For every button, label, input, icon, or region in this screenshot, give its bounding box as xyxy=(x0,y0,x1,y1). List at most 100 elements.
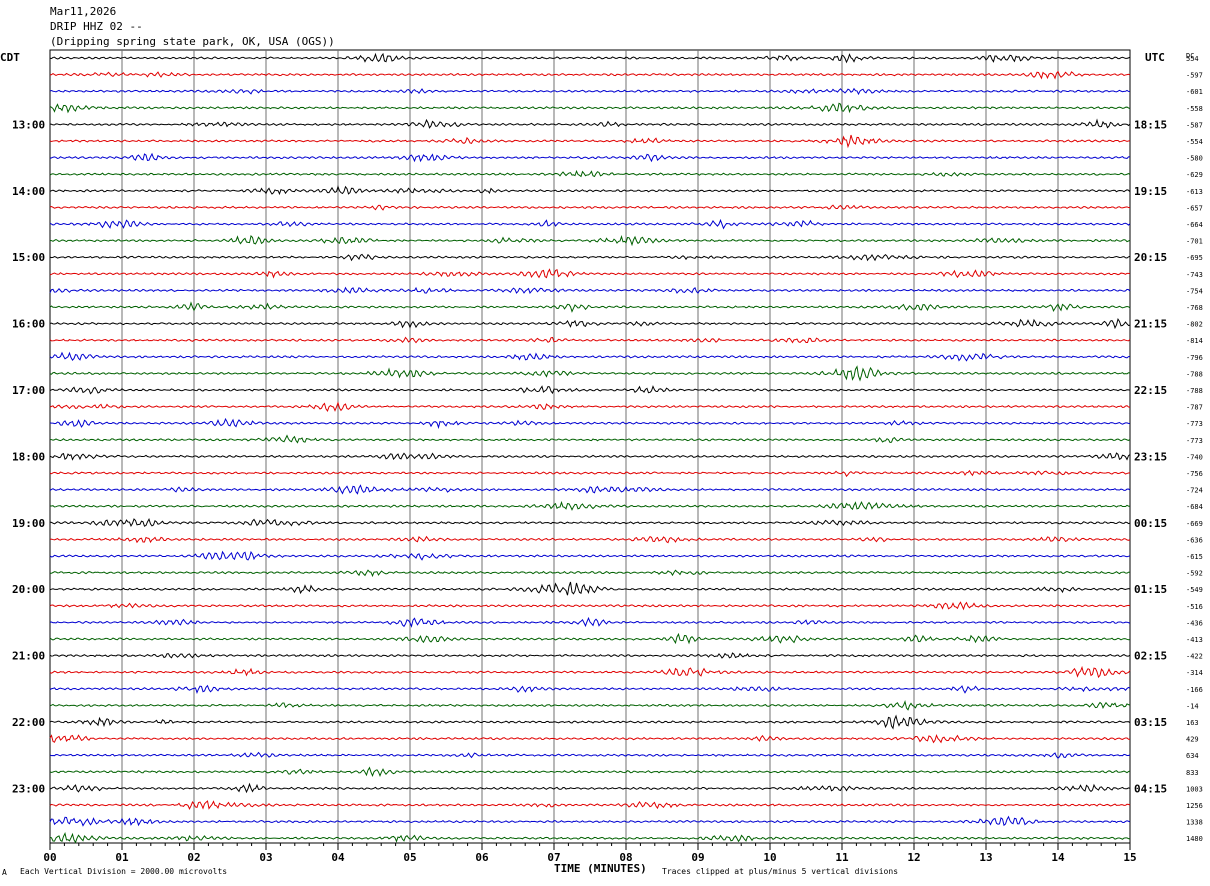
x-axis-title: TIME (MINUTES) xyxy=(554,862,647,875)
left-timezone-label: CDT xyxy=(0,51,20,64)
left-hour-label: 20:00 xyxy=(12,583,45,596)
seismic-trace xyxy=(49,317,1131,330)
x-tick-label: 12 xyxy=(907,851,920,864)
dc-offset-label: -558 xyxy=(1186,105,1203,113)
left-hour-label: 19:00 xyxy=(12,517,45,530)
station-label: DRIP HHZ 02 -- xyxy=(50,20,143,33)
dc-offset-label: -657 xyxy=(1186,204,1203,212)
seismic-trace xyxy=(49,434,1131,444)
dc-offset-label: -597 xyxy=(1186,72,1203,80)
dc-offset-label: -516 xyxy=(1186,603,1203,611)
left-hour-label: 15:00 xyxy=(12,251,45,264)
seismic-trace xyxy=(49,102,1131,114)
dc-offset-label: -684 xyxy=(1186,503,1203,511)
date-label: Mar11,2026 xyxy=(50,5,117,18)
dc-offset-label: 1003 xyxy=(1186,785,1203,793)
dc-offset-label: -587 xyxy=(1186,121,1203,129)
seismic-trace xyxy=(50,569,1131,578)
dc-offset-label: -636 xyxy=(1186,536,1203,544)
x-tick-label: 05 xyxy=(403,851,416,864)
left-hour-label: 14:00 xyxy=(12,185,45,198)
location-label: (Dripping spring state park, OK, USA (OG… xyxy=(50,35,335,48)
seismic-trace xyxy=(49,185,1131,196)
seismic-trace xyxy=(49,550,1131,561)
dc-offset-label: -669 xyxy=(1186,520,1203,528)
dc-offset-label: -615 xyxy=(1186,553,1203,561)
seismic-trace xyxy=(49,134,1131,149)
dc-offset-label: 554 xyxy=(1186,55,1199,63)
left-hour-label: 22:00 xyxy=(12,716,45,729)
x-tick-label: 11 xyxy=(835,851,849,864)
seismic-trace xyxy=(49,204,1131,211)
dc-offset-label: -787 xyxy=(1186,404,1203,412)
x-tick-label: 01 xyxy=(115,851,129,864)
x-tick-label: 02 xyxy=(187,851,200,864)
right-hour-label: 23:15 xyxy=(1134,450,1167,463)
seismic-trace xyxy=(49,766,1131,778)
dc-offset-label: -814 xyxy=(1186,337,1203,345)
seismic-trace xyxy=(49,286,1131,294)
x-tick-label: 06 xyxy=(475,851,489,864)
x-tick-label: 14 xyxy=(1051,851,1065,864)
seismic-trace xyxy=(49,452,1131,461)
seismic-trace xyxy=(49,152,1131,163)
dc-offset-label: -629 xyxy=(1186,171,1203,179)
dc-offset-label: -802 xyxy=(1186,321,1203,329)
dc-offset-label: -788 xyxy=(1186,387,1203,395)
seismic-trace xyxy=(49,336,1131,344)
dc-offset-label: -701 xyxy=(1186,238,1203,246)
right-timezone-label: UTC xyxy=(1145,51,1165,64)
x-tick-label: 09 xyxy=(691,851,704,864)
seismic-trace xyxy=(49,535,1131,544)
seismic-trace xyxy=(49,52,1131,64)
right-hour-label: 20:15 xyxy=(1134,251,1167,264)
right-hour-label: 04:15 xyxy=(1134,782,1167,795)
dc-offset-label: -796 xyxy=(1186,354,1203,362)
seismic-trace xyxy=(49,652,1131,659)
dc-offset-label: -756 xyxy=(1186,470,1203,478)
right-hour-label: 01:15 xyxy=(1134,583,1167,596)
seismic-trace xyxy=(49,70,1131,80)
dc-offset-label: -740 xyxy=(1186,453,1203,461)
left-hour-label: 18:00 xyxy=(12,450,45,463)
dc-offset-label: -554 xyxy=(1186,138,1203,146)
x-tick-label: 13 xyxy=(979,851,992,864)
right-hour-label: 00:15 xyxy=(1134,517,1167,530)
left-hour-label: 16:00 xyxy=(12,318,45,331)
dc-offset-label: -413 xyxy=(1186,636,1203,644)
dc-offset-label: 429 xyxy=(1186,736,1199,744)
seismic-trace xyxy=(49,632,1131,645)
dc-offset-label: -601 xyxy=(1186,88,1203,96)
seismic-trace xyxy=(49,385,1131,395)
seismic-trace xyxy=(49,517,1131,527)
dc-offset-label: 634 xyxy=(1186,752,1199,760)
dc-offset-label: -754 xyxy=(1186,287,1203,295)
seismic-trace xyxy=(49,268,1131,279)
right-hour-label: 21:15 xyxy=(1134,318,1167,331)
seismic-trace xyxy=(49,417,1131,430)
right-hour-label: 22:15 xyxy=(1134,384,1167,397)
x-tick-label: 04 xyxy=(331,851,345,864)
x-tick-label: 08 xyxy=(619,851,632,864)
clip-note: Traces clipped at plus/minus 5 vertical … xyxy=(662,867,899,876)
dc-offset-label: -768 xyxy=(1186,304,1203,312)
scale-note: Each Vertical Division = 2000.00 microvo… xyxy=(20,867,228,876)
dc-offset-label: -773 xyxy=(1186,420,1203,428)
dc-offset-label: -613 xyxy=(1186,188,1203,196)
left-hour-label: 17:00 xyxy=(12,384,45,397)
seismic-trace xyxy=(49,484,1131,495)
seismic-trace xyxy=(49,301,1131,313)
dc-offset-label: -166 xyxy=(1186,686,1203,694)
seismic-trace xyxy=(49,734,1131,744)
seismic-trace xyxy=(49,832,1131,844)
seismic-trace xyxy=(49,684,1131,694)
x-tick-label: 00 xyxy=(43,851,56,864)
dc-offset-label: -14 xyxy=(1186,702,1199,710)
footer-mark: A xyxy=(2,868,7,877)
seismic-trace xyxy=(49,169,1131,178)
x-tick-label: 03 xyxy=(259,851,272,864)
seismic-trace xyxy=(49,601,1131,611)
right-hour-label: 18:15 xyxy=(1134,118,1167,131)
right-hour-label: 02:15 xyxy=(1134,650,1167,663)
